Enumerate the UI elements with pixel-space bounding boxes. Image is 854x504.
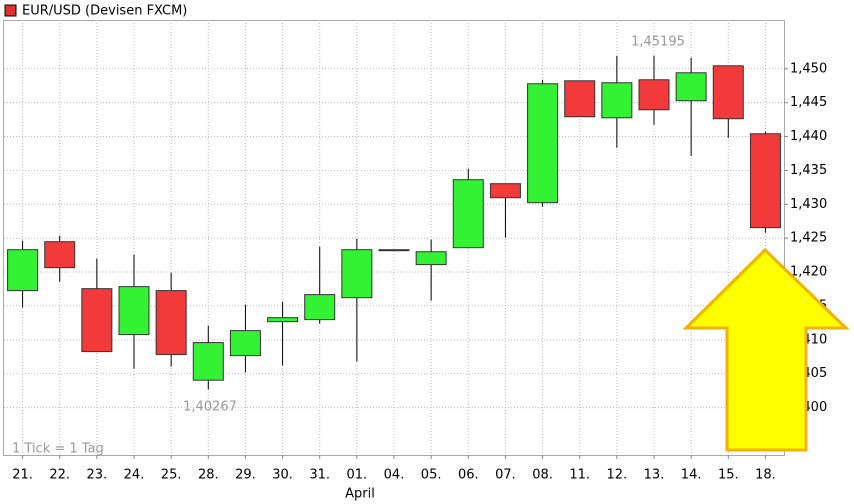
x-tick-label: 12.: [607, 468, 628, 483]
y-tick-label: 1,420: [790, 265, 827, 280]
candle-body: [638, 79, 670, 111]
x-tick-label: 31.: [309, 468, 330, 483]
candle-body: [155, 290, 187, 356]
candle-body: [192, 342, 224, 381]
candle-body: [378, 249, 410, 252]
x-tick-label: 08.: [532, 468, 553, 483]
legend-label: EUR/USD (Devisen FXCM): [22, 4, 187, 19]
x-tick-label: 04.: [384, 468, 405, 483]
candle-body: [489, 183, 521, 199]
candle-body: [229, 330, 261, 357]
y-tick-label: 1,430: [790, 197, 827, 212]
candle-body: [7, 249, 39, 292]
x-tick-label: 07.: [495, 468, 516, 483]
x-tick-label: 13.: [644, 468, 665, 483]
x-tick-label: 24.: [124, 468, 145, 483]
x-tick-label: 01.: [347, 468, 368, 483]
x-tick-label: 18.: [755, 468, 776, 483]
candle-body: [341, 249, 373, 299]
candle-body: [527, 83, 559, 204]
x-tick-label: 23.: [87, 468, 108, 483]
candle-body: [304, 294, 336, 321]
x-tick-label: 25.: [161, 468, 182, 483]
x-tick-label: 05.: [421, 468, 442, 483]
x-tick-label: 29.: [235, 468, 256, 483]
y-tick-label: 1,450: [790, 61, 827, 76]
candle-body: [712, 65, 744, 120]
x-tick-label: 11.: [569, 468, 590, 483]
x-tick-label: 28.: [198, 468, 219, 483]
candle-body: [81, 288, 113, 353]
x-tick-label: 30.: [272, 468, 293, 483]
x-tick-label: 15.: [718, 468, 739, 483]
candle-body: [267, 317, 299, 323]
x-axis-label: April: [345, 487, 375, 502]
candle-body: [564, 80, 596, 118]
tick-note: 1 Tick = 1 Tag: [12, 442, 104, 457]
candle-body: [118, 286, 150, 336]
candle-body: [44, 241, 76, 269]
y-tick-label: 1,425: [790, 231, 827, 246]
x-tick-label: 22.: [49, 468, 70, 483]
y-tick-label: 1,440: [790, 129, 827, 144]
min-annotation: 1,40267: [183, 400, 237, 415]
arrow: [682, 247, 850, 452]
x-tick-label: 21.: [12, 468, 33, 483]
max-annotation: 1,45195: [631, 35, 685, 50]
y-tick-label: 1,445: [790, 95, 827, 110]
candle-body: [601, 82, 633, 119]
candle-body: [452, 179, 484, 249]
x-tick-label: 06.: [458, 468, 479, 483]
candle-body: [415, 251, 447, 266]
legend-swatch: [4, 4, 17, 17]
candle-body: [675, 72, 707, 102]
y-tick-label: 1,435: [790, 163, 827, 178]
x-tick-label: 14.: [681, 468, 702, 483]
candle-body: [749, 133, 781, 229]
